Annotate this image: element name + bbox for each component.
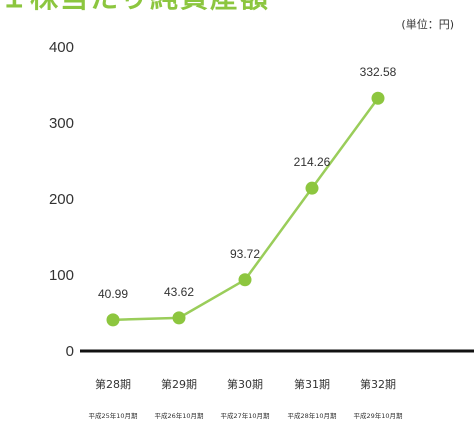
data-point <box>305 181 319 195</box>
data-label: 214.26 <box>294 155 331 169</box>
data-point <box>238 273 252 287</box>
y-tick-label: 100 <box>49 267 74 284</box>
data-point <box>172 311 186 325</box>
data-label: 40.99 <box>98 287 128 301</box>
x-subcategory-label: 平成25年10月期 <box>88 411 138 420</box>
chart-title-partial: １株当たり純資産額 <box>0 0 270 16</box>
data-point <box>371 91 385 105</box>
x-subcategory-label: 平成26年10月期 <box>154 411 204 420</box>
series-line <box>112 97 380 322</box>
y-tick-label: 300 <box>49 115 74 132</box>
x-category-label: 第32期 <box>360 377 396 391</box>
x-subcategory-label: 平成27年10月期 <box>220 411 270 420</box>
x-subcategory-label: 平成28年10月期 <box>287 411 337 420</box>
x-category-label: 第30期 <box>227 377 263 391</box>
data-label: 43.62 <box>164 285 194 299</box>
x-category-label: 第29期 <box>161 377 197 391</box>
y-tick-label: 0 <box>66 343 74 360</box>
y-tick-label: 200 <box>49 191 74 208</box>
y-tick-label: 400 <box>49 39 74 56</box>
unit-label: (単位：円) <box>401 18 454 31</box>
x-category-label: 第31期 <box>294 377 330 391</box>
data-label: 332.58 <box>360 65 397 79</box>
x-category-label: 第28期 <box>95 377 131 391</box>
data-label: 93.72 <box>230 247 260 261</box>
data-point <box>106 313 120 327</box>
x-subcategory-label: 平成29年10月期 <box>353 411 403 420</box>
